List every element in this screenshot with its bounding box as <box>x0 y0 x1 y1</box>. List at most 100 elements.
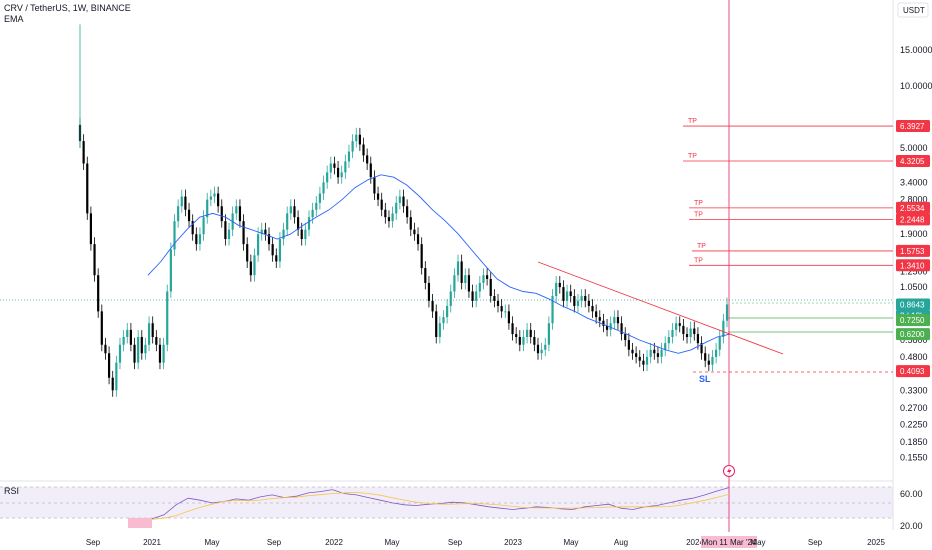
candle-body <box>547 323 550 345</box>
candle-body <box>347 151 351 162</box>
candle-body <box>89 213 93 245</box>
candle-body <box>562 287 565 301</box>
candle-body <box>609 323 612 330</box>
candle-body <box>147 323 151 345</box>
tp-tag-bg <box>896 244 930 257</box>
candle-body <box>427 282 431 301</box>
candle-body <box>558 282 561 288</box>
time-tick: 2021 <box>143 538 161 547</box>
price-tick: 2.8000 <box>900 195 928 205</box>
entry-tag: 0.6200 <box>900 330 925 339</box>
candle-body <box>667 337 670 344</box>
candle-body <box>187 209 191 222</box>
tp-label: TP <box>694 211 703 218</box>
candle-body <box>573 296 576 306</box>
time-tick: Sep <box>808 538 823 547</box>
candle-body <box>366 155 369 164</box>
candle-body <box>598 317 601 321</box>
candle-body <box>460 261 463 283</box>
candle-body <box>518 337 521 345</box>
candle-body <box>642 360 645 365</box>
time-tick: Sep <box>267 538 282 547</box>
candle-body <box>602 320 605 326</box>
price-tick: 10.0000 <box>900 81 932 91</box>
candle-body <box>678 323 681 326</box>
candle-body <box>660 349 663 357</box>
tp-label: TP <box>694 257 703 264</box>
candle-body <box>435 311 438 338</box>
last-price-tag-bg <box>896 298 930 311</box>
candle-body <box>555 282 558 297</box>
candle-body <box>351 141 354 152</box>
candle-body <box>693 328 696 335</box>
price-tick: 0.4800 <box>900 352 928 362</box>
candle-body <box>500 305 503 312</box>
candle-body <box>511 323 514 335</box>
candle-body <box>253 255 256 276</box>
time-tick: 2022 <box>325 538 343 547</box>
candle-body <box>257 234 260 256</box>
candle-body <box>220 206 223 222</box>
candle-body <box>355 134 358 142</box>
candle-body <box>162 344 165 363</box>
entry-tag-bg <box>896 328 930 341</box>
candle-body <box>475 291 478 301</box>
candle-body <box>369 163 372 178</box>
candle-body <box>544 344 547 350</box>
candle-body <box>238 206 242 222</box>
candle-body <box>333 163 336 168</box>
currency-box[interactable] <box>897 2 929 18</box>
candle-body <box>166 291 169 345</box>
candle-body <box>675 323 678 330</box>
candle-body <box>533 337 536 345</box>
candle-body <box>104 344 107 354</box>
candle-body <box>653 349 656 354</box>
candle-body <box>322 182 325 194</box>
candle-body <box>387 217 391 222</box>
candle-body <box>271 244 274 256</box>
candle-body <box>656 353 660 357</box>
candle-body <box>282 229 285 240</box>
currency-label: USDT <box>903 6 925 15</box>
candle-body <box>246 244 249 262</box>
candle-body <box>326 172 329 183</box>
time-tick: 2023 <box>504 538 522 547</box>
candle-body <box>515 334 518 338</box>
tp-tag: 2.5534 <box>900 204 925 213</box>
cursor-date-bg <box>701 536 757 548</box>
candle-body <box>714 349 718 357</box>
candle-body <box>376 193 380 200</box>
candle-body <box>478 282 481 292</box>
candle-body <box>631 349 634 354</box>
entry-tag-bg <box>896 314 930 327</box>
candle-body <box>406 206 409 218</box>
candle-body <box>184 196 187 210</box>
candle-body <box>409 217 412 230</box>
sl-label: SL <box>699 374 711 384</box>
candle-body <box>649 349 652 357</box>
rsi-tick-20: 20.00 <box>900 521 923 531</box>
candle-body <box>264 229 267 235</box>
candle-body <box>155 337 158 345</box>
candle-body <box>456 261 460 276</box>
candle-body <box>311 209 314 218</box>
candle-body <box>635 353 638 357</box>
candle-body <box>293 206 296 218</box>
tp-label: TP <box>697 243 706 250</box>
candle-body <box>362 144 365 156</box>
price-axis: 15.0000 10.0000 5.0000 3.4000 2.8000 1.9000 1.… <box>900 45 932 463</box>
candle-body <box>536 344 540 354</box>
ema-line <box>147 174 731 354</box>
candle-body <box>464 275 467 283</box>
candle-body <box>605 325 609 330</box>
cursor-date: Mon 11 Mar '24 <box>702 538 757 547</box>
candle-body <box>195 234 198 245</box>
candle-body <box>278 239 282 262</box>
candle-body <box>126 329 129 338</box>
candle-body <box>140 337 143 354</box>
candle-body <box>696 334 700 344</box>
candle-body <box>344 161 347 173</box>
candle-body <box>616 317 620 324</box>
candle-body <box>529 329 532 338</box>
